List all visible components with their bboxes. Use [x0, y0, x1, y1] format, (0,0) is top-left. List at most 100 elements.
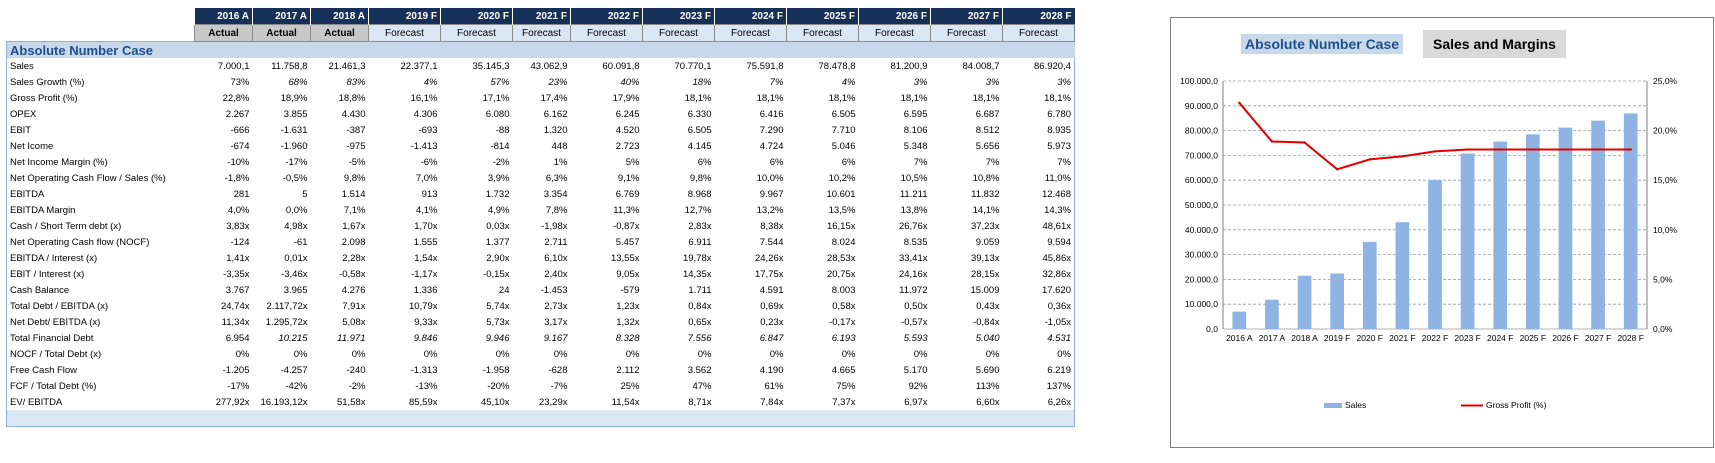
table-cell: 9.594	[1002, 234, 1075, 250]
table-row: EBITDA Margin 4,0% 0,0% 7,1% 4,1% 4,9% 7,8% 11,…	[6, 202, 1075, 218]
table-cell: 5%	[570, 154, 643, 170]
table-cell: 2,40x	[512, 266, 571, 282]
gross-profit-point	[1596, 148, 1600, 151]
sales-bar	[1297, 275, 1312, 329]
period-type-header: Forecast	[858, 24, 931, 42]
table-cell: 7%	[858, 154, 931, 170]
table-cell: 5,08x	[310, 314, 369, 330]
table-cell: 1.711	[642, 282, 715, 298]
table-cell: 10.601	[786, 186, 859, 202]
table-cell: 68%	[252, 74, 311, 90]
left-axis-tick-label: 30.000,0	[1185, 250, 1218, 260]
table-cell: 9,8%	[642, 170, 715, 186]
table-cell: -666	[194, 122, 253, 138]
table-cell: 2,83x	[642, 218, 715, 234]
table-cell: 9.059	[930, 234, 1003, 250]
table-row: Net Debt/ EBITDA (x) 11,34x 1.295,72x 5,08x…	[6, 314, 1075, 330]
row-label: EBITDA	[6, 186, 195, 202]
table-cell: 11,3%	[570, 202, 643, 218]
category-tick-label: 2016 A	[1226, 333, 1253, 343]
table-cell: 6.330	[642, 106, 715, 122]
table-cell: 4,98x	[252, 218, 311, 234]
gross-profit-point	[1270, 140, 1274, 143]
table-cell: 10.215	[252, 330, 311, 346]
year-header: 2019 F	[368, 8, 441, 25]
table-cell: 4.276	[310, 282, 369, 298]
left-axis-tick-label: 90.000,0	[1185, 101, 1218, 111]
table-cell: -814	[440, 138, 513, 154]
table-cell: 18,1%	[786, 90, 859, 106]
table-cell: 22,8%	[194, 90, 253, 106]
table-cell: 5.348	[858, 138, 931, 154]
footer-spacer	[6, 410, 1075, 427]
table-cell: 277,92x	[194, 394, 253, 410]
table-cell: 33,41x	[858, 250, 931, 266]
table-cell: -61	[252, 234, 311, 250]
sales-bar	[1525, 134, 1540, 329]
table-cell: 11.972	[858, 282, 931, 298]
table-cell: 0%	[310, 346, 369, 362]
table-cell: 6.595	[858, 106, 931, 122]
table-cell: 6.769	[570, 186, 643, 202]
category-tick-label: 2028 F	[1617, 333, 1643, 343]
table-cell: 45,86x	[1002, 250, 1075, 266]
table-cell: 0%	[1002, 346, 1075, 362]
table-cell: 2.723	[570, 138, 643, 154]
row-label: Sales Growth (%)	[6, 74, 195, 90]
table-cell: 85,59x	[368, 394, 441, 410]
type-header-row: Actual Actual Actual Forecast Forecast Foreca…	[6, 24, 1075, 42]
gross-profit-point	[1531, 148, 1535, 151]
table-cell: 70.770,1	[642, 58, 715, 74]
legend-sales-label: Sales	[1345, 400, 1366, 410]
period-type-header: Forecast	[1002, 24, 1075, 42]
table-row: EBITDA 281 5 1.514 913 1.732 3.354 6.769 8.968 9.…	[6, 186, 1075, 202]
table-cell: 61%	[714, 378, 787, 394]
table-cell: 1.320	[512, 122, 571, 138]
year-header: 2021 F	[512, 8, 571, 25]
sales-bar	[1591, 120, 1605, 330]
table-cell: -628	[512, 362, 571, 378]
year-header: 2028 F	[1002, 8, 1075, 25]
year-header: 2018 A	[310, 8, 369, 25]
table-cell: 7,0%	[368, 170, 441, 186]
year-header: 2025 F	[786, 8, 859, 25]
table-cell: -240	[310, 362, 369, 378]
table-cell: -0,87x	[570, 218, 643, 234]
table-cell: 10,79x	[368, 298, 441, 314]
table-cell: -17%	[194, 378, 253, 394]
table-cell: 17.620	[1002, 282, 1075, 298]
row-label: Net Icome	[6, 138, 195, 154]
period-type-header: Forecast	[440, 24, 513, 42]
table-cell: 86.920,4	[1002, 58, 1075, 74]
gross-profit-point	[1303, 141, 1306, 144]
row-label: Net Operating Cash flow (NOCF)	[6, 234, 195, 250]
table-cell: 0%	[858, 346, 931, 362]
table-cell: 5.593	[858, 330, 931, 346]
table-cell: 12,7%	[642, 202, 715, 218]
table-cell: 20,75x	[786, 266, 859, 282]
table-cell: 1.555	[368, 234, 441, 250]
table-cell: -579	[570, 282, 643, 298]
table-cell: 2,73x	[512, 298, 571, 314]
table-cell: 7.556	[642, 330, 715, 346]
table-cell: 6,10x	[512, 250, 571, 266]
table-cell: 1.514	[310, 186, 369, 202]
row-label: Total Debt / EBITDA (x)	[6, 298, 195, 314]
table-cell: 4.306	[368, 106, 441, 122]
table-row: NOCF / Total Debt (x) 0% 0% 0% 0% 0% 0% 0% 0% 0% 0…	[6, 346, 1075, 362]
table-cell: 6%	[642, 154, 715, 170]
row-label: Free Cash Flow	[6, 362, 195, 378]
period-type-header: Actual	[310, 24, 369, 42]
table-cell: -1.413	[368, 138, 441, 154]
table-cell: 6.911	[642, 234, 715, 250]
table-cell: 5.973	[1002, 138, 1075, 154]
table-cell: -13%	[368, 378, 441, 394]
table-row: Net Income Margin (%) -10% -17% -5% -6% -2% 1%…	[6, 154, 1075, 170]
table-cell: 14,3%	[1002, 202, 1075, 218]
sales-bar	[1623, 113, 1638, 329]
table-cell: -1.631	[252, 122, 311, 138]
table-cell: 6.162	[512, 106, 571, 122]
table-cell: 6,26x	[1002, 394, 1075, 410]
gross-profit-point	[1401, 155, 1404, 158]
table-cell: 2,90x	[440, 250, 513, 266]
